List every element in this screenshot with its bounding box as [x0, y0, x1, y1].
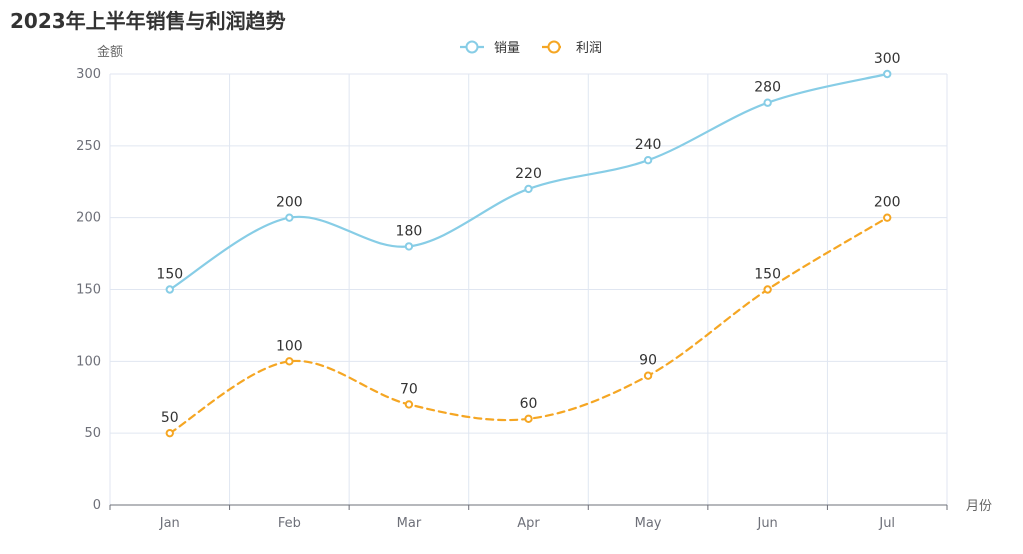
- series-1-point[interactable]: [883, 213, 892, 222]
- y-tick-label: 300: [76, 67, 101, 82]
- x-tick-label: Jan: [159, 516, 180, 531]
- x-tick-label: Mar: [397, 516, 422, 531]
- series-0-point[interactable]: [404, 242, 414, 251]
- legend-marker-1: [547, 40, 561, 54]
- series-1-data-label: 60: [520, 396, 538, 412]
- series-0-point[interactable]: [763, 98, 772, 107]
- series-0-point[interactable]: [524, 184, 533, 194]
- x-tick-label: Apr: [517, 516, 540, 531]
- legend-label-1: 利润: [576, 41, 602, 56]
- series-0-data-label: 280: [754, 80, 781, 96]
- series-1-point[interactable]: [524, 414, 533, 423]
- y-tick-label: 250: [76, 139, 101, 154]
- y-tick-label: 0: [93, 498, 101, 513]
- series-1-group: [165, 213, 892, 438]
- legend-item-0[interactable]: 销量: [460, 40, 520, 56]
- data-labels-layer: 150 200 180 220 240 280 300 50 100 70 60 90 150 200: [156, 51, 900, 426]
- chart-title: 2023年上半年销售与利润趋势: [10, 9, 286, 33]
- y-tick-label: 50: [84, 426, 101, 441]
- series-0-point[interactable]: [285, 213, 294, 222]
- x-tick-label: Feb: [278, 516, 301, 531]
- series-0-data-label: 150: [156, 267, 183, 283]
- series-0-data-label: 200: [276, 195, 303, 211]
- series-0-data-label: 220: [515, 166, 542, 182]
- y-tick-label: 100: [76, 354, 101, 369]
- series-1-data-label: 50: [161, 410, 179, 426]
- series-1-data-label: 150: [754, 267, 781, 283]
- series-0-point[interactable]: [643, 156, 653, 165]
- legend-item-1[interactable]: 利润: [542, 40, 602, 56]
- y-tick-label: 200: [76, 211, 101, 226]
- series-0-group: [165, 69, 892, 294]
- series-1-point[interactable]: [165, 428, 174, 438]
- legend-marker-0: [465, 40, 479, 54]
- series-1-point[interactable]: [285, 357, 294, 366]
- series-1-point[interactable]: [404, 400, 414, 409]
- y-axis-title: 金额: [97, 44, 123, 60]
- series-layer: [165, 69, 892, 438]
- series-0-point[interactable]: [165, 285, 174, 294]
- x-tick-label: May: [635, 516, 662, 531]
- series-0-data-label: 240: [635, 137, 662, 153]
- x-axis-title: 月份: [966, 499, 992, 514]
- series-0-data-label: 300: [874, 51, 901, 67]
- series-1-data-label: 200: [874, 195, 901, 211]
- series-0-point[interactable]: [883, 69, 892, 79]
- grid-lines: [109, 73, 948, 505]
- series-1-data-label: 70: [400, 381, 418, 397]
- series-1-data-label: 90: [639, 353, 657, 369]
- series-1-point[interactable]: [643, 371, 653, 380]
- series-1-point[interactable]: [763, 285, 772, 294]
- legend: 销量 利润: [460, 40, 602, 56]
- series-0-data-label: 180: [396, 223, 423, 239]
- x-tick-label: Jun: [756, 516, 777, 531]
- y-tick-label: 150: [76, 283, 101, 298]
- legend-label-0: 销量: [494, 41, 520, 56]
- x-tick-label: Jul: [878, 516, 895, 531]
- series-1-data-label: 100: [276, 338, 303, 354]
- axes: 0 50 100 150 200 250 300 Jan Feb Mar Apr May Jun Jul: [76, 67, 948, 531]
